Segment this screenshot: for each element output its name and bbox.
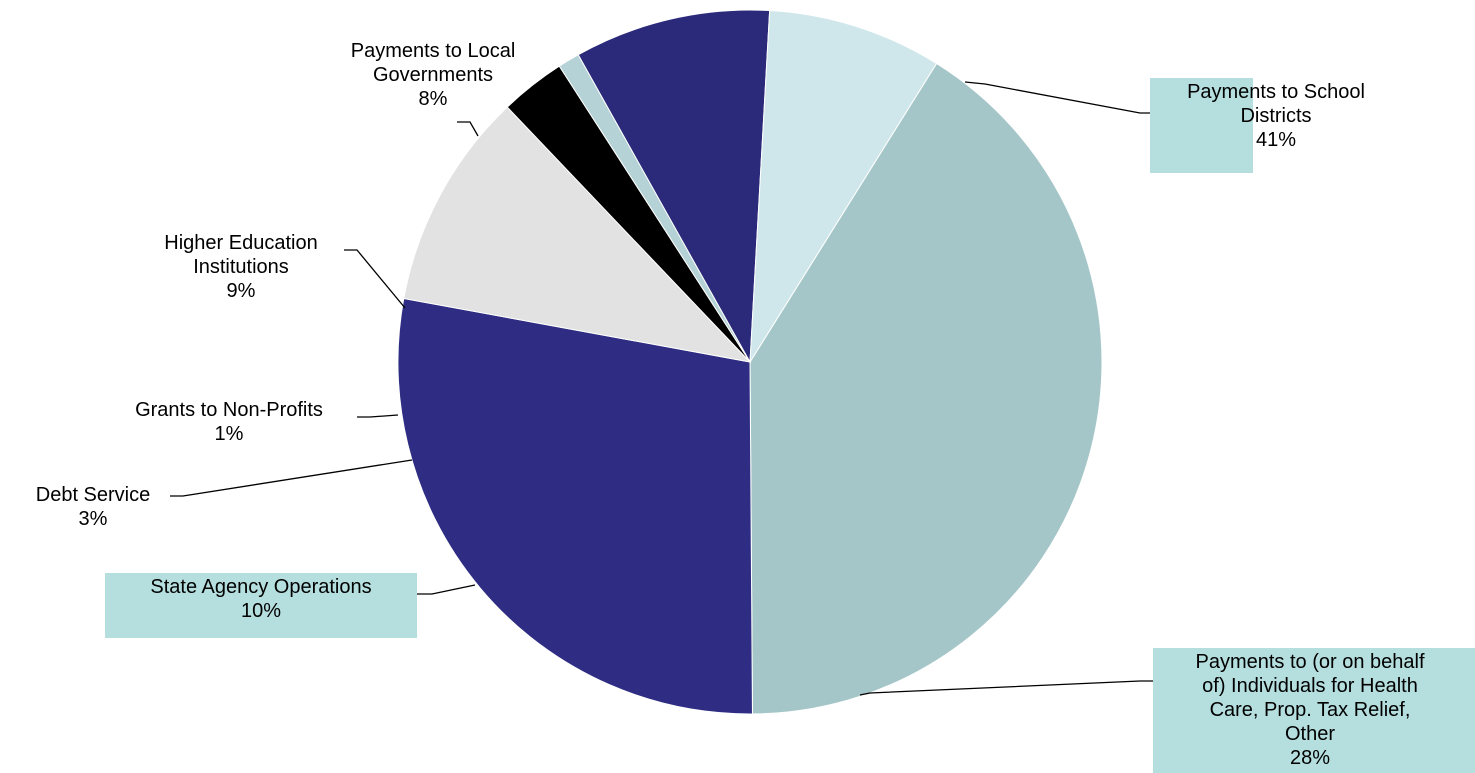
slice-label-payments-to-local-governments: Payments to Local Governments 8% — [351, 40, 516, 110]
slice-label-line: Payments to (or on behalf — [1195, 651, 1424, 673]
slice-percent: 8% — [419, 88, 448, 110]
leader-line-payments-to-school-districts — [964, 81, 1150, 114]
slice-percent: 28% — [1290, 747, 1330, 769]
slice-percent: 41% — [1256, 129, 1296, 151]
slice-percent: 9% — [227, 280, 256, 302]
slice-label-line: of) Individuals for Health — [1202, 675, 1418, 697]
slice-label-line: Care, Prop. Tax Relief, — [1210, 699, 1411, 721]
leader-line-grants-to-non-profits — [357, 414, 399, 418]
slice-label-payments-to-school-districts: Payments to School Districts 41% — [1187, 81, 1365, 151]
leader-line-state-agency-operations — [417, 584, 476, 595]
slice-label-higher-education-institutions: Higher Education Institutions 9% — [164, 232, 317, 302]
pie-slice-higher-education-institutions — [577, 9, 771, 364]
slice-label-line: Grants to Non-Profits — [135, 399, 323, 421]
label-box-state-agency-operations — [105, 573, 417, 638]
leader-lines — [170, 81, 1153, 696]
slice-label-state-agency-operations: State Agency Operations 10% — [150, 576, 371, 622]
slice-percent: 3% — [79, 508, 108, 530]
leader-line-higher-education-institutions — [344, 249, 406, 309]
slice-label-line: Payments to Local — [351, 40, 516, 62]
slice-percent: 1% — [215, 423, 244, 445]
slice-label-line: Districts — [1240, 105, 1311, 127]
pie-slice-state-agency-operations — [403, 106, 752, 363]
pie-slice-payments-to-school-districts — [749, 62, 1103, 715]
slice-label-line: Debt Service — [36, 484, 151, 506]
slice-label-line: Institutions — [193, 256, 289, 278]
label-box-payments-to-school-districts — [1150, 78, 1253, 173]
slice-label-line: Payments to School — [1187, 81, 1365, 103]
slice-label-line: Higher Education — [164, 232, 317, 254]
slice-label-grants-to-non-profits: Grants to Non-Profits 1% — [135, 399, 323, 445]
slice-label-line: Governments — [373, 64, 493, 86]
label-box-payments-to-or-on-behalf-of-individuals-for-health-care-prop-tax-relief-other — [1153, 648, 1475, 773]
slice-label-debt-service: Debt Service 3% — [36, 484, 151, 530]
slice-label-payments-to-or-on-behalf-of-individuals-for-health-care-prop-tax-relief-other: Payments to (or on behalf of) Individuals… — [1195, 651, 1424, 769]
pie-slice-payments-to-local-governments — [749, 10, 938, 363]
slice-label-line: State Agency Operations — [150, 576, 371, 598]
leader-line-debt-service — [170, 459, 413, 497]
slice-percent: 10% — [241, 600, 281, 622]
leader-line-payments-to-or-on-behalf-of-individuals-for-health-care-prop-tax-relief-other — [859, 680, 1153, 696]
slice-label-line: Other — [1285, 723, 1335, 745]
pie-slice-payments-to-or-on-behalf-of-individuals-for-health-care-prop-tax-relief-other — [397, 297, 753, 715]
leader-line-payments-to-local-governments — [457, 121, 479, 137]
pie-slices — [397, 9, 1103, 715]
slice-labels: Payments to School Districts 41%Payments t… — [36, 40, 1475, 773]
